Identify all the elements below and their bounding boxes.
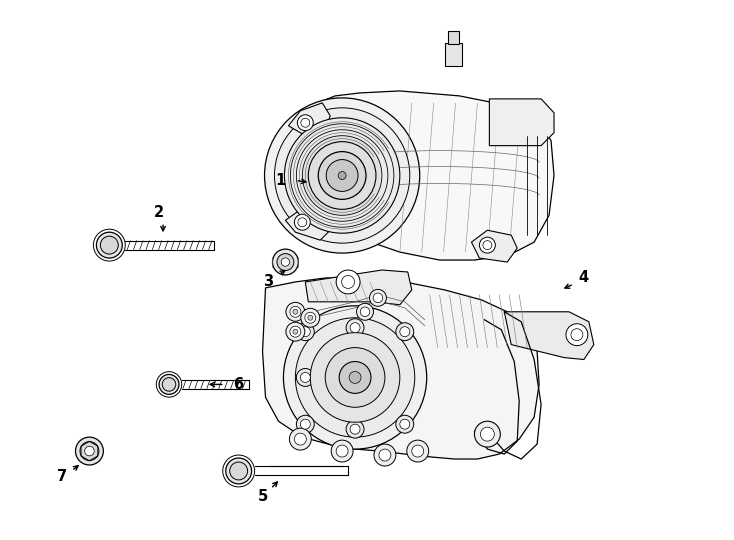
Circle shape — [297, 115, 313, 131]
Circle shape — [325, 348, 385, 407]
Circle shape — [293, 329, 298, 334]
Circle shape — [283, 306, 426, 449]
Circle shape — [294, 433, 306, 445]
Circle shape — [310, 333, 400, 422]
Circle shape — [412, 445, 424, 457]
Text: 4: 4 — [579, 271, 589, 286]
Circle shape — [226, 458, 252, 484]
Circle shape — [286, 302, 305, 321]
Circle shape — [349, 372, 361, 383]
Circle shape — [339, 361, 371, 393]
Polygon shape — [504, 312, 594, 360]
Circle shape — [346, 319, 364, 336]
Text: 5: 5 — [258, 489, 268, 504]
Text: 6: 6 — [233, 377, 244, 392]
Circle shape — [374, 444, 396, 466]
Circle shape — [301, 308, 320, 327]
Circle shape — [373, 293, 382, 302]
Circle shape — [571, 329, 583, 341]
Circle shape — [84, 446, 94, 456]
Polygon shape — [263, 278, 539, 459]
Circle shape — [281, 258, 290, 266]
Polygon shape — [305, 270, 412, 305]
Circle shape — [289, 428, 311, 450]
Circle shape — [350, 424, 360, 434]
Circle shape — [300, 373, 310, 382]
Circle shape — [357, 303, 374, 320]
Circle shape — [300, 419, 310, 429]
Circle shape — [346, 420, 364, 438]
Circle shape — [336, 445, 348, 457]
Circle shape — [308, 315, 313, 320]
Circle shape — [286, 322, 305, 341]
Circle shape — [336, 270, 360, 294]
Text: 3: 3 — [264, 274, 274, 289]
Circle shape — [162, 377, 175, 391]
Circle shape — [96, 232, 123, 258]
Circle shape — [297, 130, 388, 221]
Circle shape — [474, 421, 501, 447]
Circle shape — [479, 237, 495, 253]
Circle shape — [297, 323, 314, 341]
Polygon shape — [288, 103, 330, 136]
Circle shape — [291, 124, 394, 227]
Circle shape — [297, 415, 314, 433]
Polygon shape — [448, 31, 459, 44]
Circle shape — [290, 326, 301, 337]
Circle shape — [319, 152, 366, 199]
Circle shape — [483, 241, 492, 249]
Text: 1: 1 — [275, 173, 286, 188]
Circle shape — [264, 98, 420, 253]
Circle shape — [295, 318, 415, 437]
Circle shape — [302, 136, 382, 215]
Circle shape — [301, 118, 310, 127]
Circle shape — [277, 254, 294, 271]
Polygon shape — [471, 230, 517, 262]
Circle shape — [294, 214, 310, 230]
Circle shape — [297, 368, 314, 387]
Circle shape — [360, 307, 370, 316]
Polygon shape — [286, 208, 330, 240]
Text: 7: 7 — [57, 469, 67, 484]
Circle shape — [396, 323, 414, 341]
Circle shape — [76, 437, 103, 465]
Circle shape — [80, 442, 99, 461]
Circle shape — [379, 449, 391, 461]
Circle shape — [293, 309, 298, 314]
Circle shape — [407, 440, 429, 462]
Circle shape — [230, 462, 247, 480]
Circle shape — [101, 236, 118, 254]
Circle shape — [290, 306, 301, 318]
Circle shape — [331, 440, 353, 462]
Circle shape — [300, 327, 310, 336]
Circle shape — [400, 327, 410, 336]
Polygon shape — [445, 43, 462, 66]
Circle shape — [308, 141, 376, 210]
Circle shape — [481, 427, 494, 441]
Circle shape — [305, 312, 316, 323]
Circle shape — [298, 218, 307, 227]
Circle shape — [159, 374, 179, 394]
Polygon shape — [490, 99, 554, 146]
Circle shape — [341, 275, 355, 288]
Circle shape — [272, 249, 298, 275]
Circle shape — [275, 108, 410, 243]
Circle shape — [369, 289, 386, 306]
Circle shape — [400, 419, 410, 429]
Circle shape — [396, 415, 414, 433]
Circle shape — [338, 172, 346, 179]
Circle shape — [326, 160, 358, 191]
Circle shape — [350, 323, 360, 333]
Polygon shape — [295, 91, 554, 260]
Circle shape — [566, 323, 588, 346]
Circle shape — [285, 118, 400, 233]
Text: 2: 2 — [154, 205, 164, 220]
